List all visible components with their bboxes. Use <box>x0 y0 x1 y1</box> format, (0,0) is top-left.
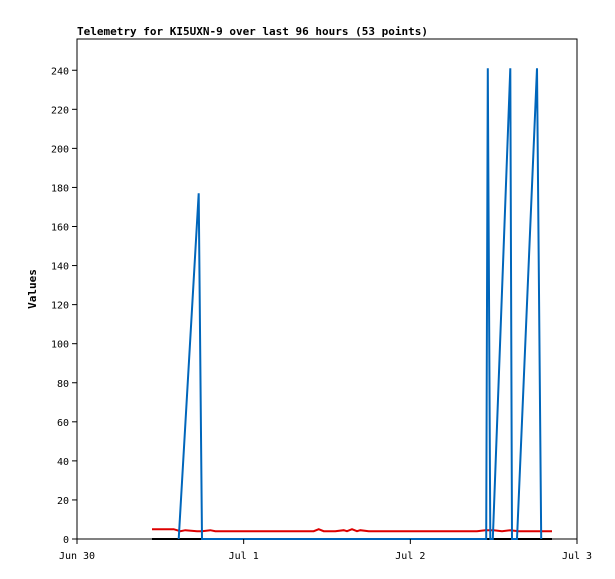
x-tick-label: Jul 3 <box>562 551 592 562</box>
y-axis-label: Values <box>26 269 39 309</box>
series-line-3 <box>177 68 543 540</box>
x-tick-label: Jun 30 <box>59 551 95 562</box>
x-axis: Jun 30 Jul 1 Jul 2 Jul 3 <box>59 539 592 562</box>
y-tick-label: 240 <box>51 66 69 77</box>
y-tick-label: 0 <box>63 535 69 546</box>
y-tick-label: 160 <box>51 223 69 234</box>
y-tick-label: 20 <box>57 496 69 507</box>
y-tick-label: 80 <box>57 379 69 390</box>
y-tick-label: 220 <box>51 105 69 116</box>
y-tick-label: 200 <box>51 144 69 155</box>
x-tick-label: Jul 1 <box>229 551 259 562</box>
y-tick-label: 100 <box>51 340 69 351</box>
series-layer <box>152 68 552 540</box>
chart-title: Telemetry for KI5UXN-9 over last 96 hour… <box>77 25 428 38</box>
series-line-2 <box>152 528 552 533</box>
y-axis: 0 20 40 60 80 100 120 140 160 180 200 220 240 <box>51 66 77 546</box>
y-tick-label: 120 <box>51 301 69 312</box>
y-tick-label: 60 <box>57 418 69 429</box>
y-tick-label: 180 <box>51 183 69 194</box>
y-tick-label: 40 <box>57 457 69 468</box>
y-tick-label: 140 <box>51 262 69 273</box>
x-tick-label: Jul 2 <box>395 551 425 562</box>
